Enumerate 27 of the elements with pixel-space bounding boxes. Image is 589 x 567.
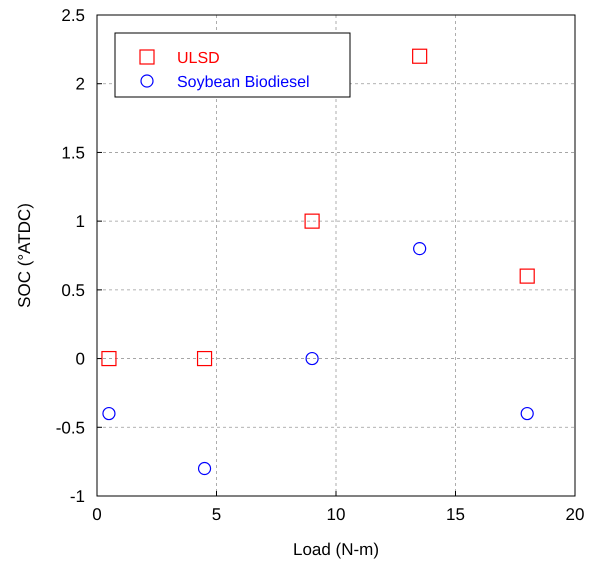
y-axis-title: SOC (°ATDC) [15, 203, 34, 308]
legend-label: ULSD [177, 50, 220, 67]
x-axis-title: Load (N-m) [293, 540, 379, 559]
y-tick-label: 1.5 [61, 143, 85, 162]
y-tick-label: -1 [70, 487, 85, 506]
point [412, 48, 428, 64]
y-tick-label: 2 [76, 74, 85, 94]
point [520, 406, 534, 420]
x-tick-label: 0 [92, 505, 102, 524]
point [196, 350, 212, 366]
x-tick-label: 10 [326, 505, 346, 524]
point [413, 242, 426, 256]
y-tick-label: 0.5 [61, 280, 85, 300]
y-tick-label: 0 [76, 350, 85, 369]
point [520, 268, 535, 284]
point [198, 462, 212, 476]
point [101, 350, 117, 366]
x-tick-label: 20 [566, 505, 584, 524]
y-tick-label: -0.5 [56, 418, 85, 438]
y-tick-label: 2.5 [61, 6, 85, 25]
x-tick-label: 15 [446, 505, 465, 524]
x-tick-label: 5 [212, 505, 222, 524]
point [306, 352, 319, 366]
point [102, 406, 116, 420]
point [304, 214, 320, 229]
legend-label: Soybean Biodiesel [177, 74, 310, 91]
y-tick-label: 1 [76, 212, 85, 232]
